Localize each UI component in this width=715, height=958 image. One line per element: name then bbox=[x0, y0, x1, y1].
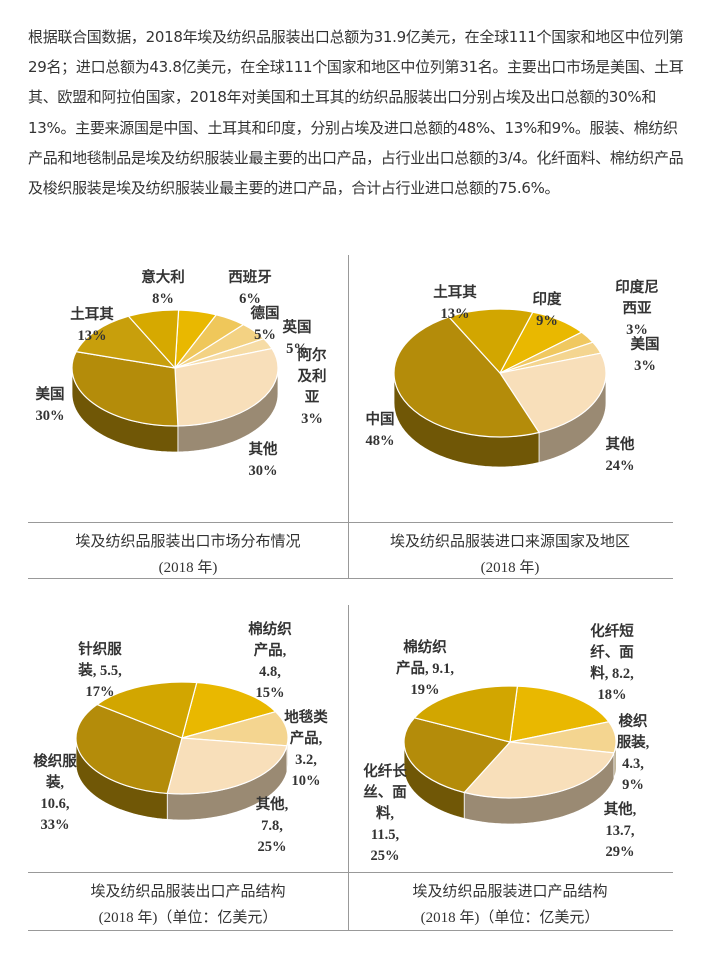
chart-title: 埃及纺织品服装出口产品结构 bbox=[90, 882, 286, 900]
slice-label: 中国 48% bbox=[365, 412, 395, 449]
chart-title: 埃及纺织品服装进口产品结构 bbox=[412, 882, 608, 900]
slice-label: 意大利 8% bbox=[141, 270, 185, 307]
slice-label: 针织服 装, 5.5, 17% bbox=[78, 642, 122, 700]
pie-slice-其他 bbox=[166, 737, 288, 795]
slice-label: 棉纺织 产品, 9.1, 19% bbox=[396, 640, 454, 698]
slice-label: 美国 3% bbox=[630, 337, 660, 374]
slice-label: 其他 30% bbox=[248, 442, 278, 479]
pie-slice-化纤长丝、面料 bbox=[403, 717, 512, 794]
chart-subtitle: (2018 年) bbox=[158, 560, 218, 576]
table-divider bbox=[348, 605, 349, 930]
slice-label: 美国 30% bbox=[35, 387, 65, 424]
slice-label: 英国 5% bbox=[282, 320, 312, 357]
chart-title: 埃及纺织品服装出口市场分布情况 bbox=[75, 532, 301, 550]
slice-label: 阿尔 及利 亚 3% bbox=[297, 348, 327, 427]
slice-label: 地毯类 产品, 3.2, 10% bbox=[284, 710, 328, 789]
slice-label: 其他, 13.7, 29% bbox=[603, 802, 637, 860]
slice-label: 化纤长 丝、面 料, 11.5, 25% bbox=[363, 764, 407, 864]
table-divider bbox=[348, 255, 349, 578]
chart-subtitle: (2018 年) bbox=[480, 560, 540, 576]
chart-subtitle: (2018 年)（单位：亿美元） bbox=[98, 910, 278, 926]
chart-title: 埃及纺织品服装进口来源国家及地区 bbox=[389, 532, 630, 550]
slice-label: 德国 5% bbox=[250, 306, 280, 343]
slice-label: 化纤短 纤、面 料, 8.2, 18% bbox=[590, 624, 634, 703]
body-paragraph: 根据联合国数据，2018年埃及纺织品服装出口总额为31.9亿美元，在全球111个… bbox=[28, 28, 684, 198]
pie-slice-棉纺织产品 bbox=[413, 685, 519, 743]
slice-label: 土耳其 13% bbox=[70, 307, 114, 344]
slice-label: 其他, 7.8, 25% bbox=[255, 797, 289, 855]
table-rule bbox=[28, 930, 673, 931]
pie-slice-土耳其 bbox=[447, 308, 534, 375]
table-rule bbox=[28, 578, 673, 579]
pie-slice-棉纺织产品 bbox=[181, 681, 277, 739]
table-rule bbox=[28, 522, 673, 523]
pie-slice-美国 bbox=[71, 350, 179, 427]
slice-label: 印度尼 西亚 3% bbox=[615, 280, 659, 338]
slice-label: 西班牙 6% bbox=[228, 270, 272, 307]
pie-slice-其他 bbox=[463, 741, 615, 799]
slice-label: 土耳其 13% bbox=[433, 285, 477, 322]
pie-slice-针织服装 bbox=[95, 681, 198, 739]
slice-label: 其他 24% bbox=[605, 437, 635, 474]
pie-slice-化纤短纤、面料 bbox=[509, 685, 610, 743]
slice-label: 梭织 服装, 4.3, 9% bbox=[616, 714, 650, 793]
slice-label: 棉纺织 产品, 4.8, 15% bbox=[248, 622, 292, 701]
chart-subtitle: (2018 年)（单位：亿美元） bbox=[420, 910, 600, 926]
pie-slice-梭织服装 bbox=[75, 703, 183, 795]
slice-label: 梭织服 装, 10.6, 33% bbox=[33, 754, 77, 833]
pie-slice-意大利 bbox=[127, 309, 180, 370]
slice-label: 印度 9% bbox=[532, 292, 562, 329]
pie-slice-中国 bbox=[393, 316, 540, 438]
pie-slice-土耳其 bbox=[75, 315, 177, 369]
table-rule bbox=[28, 872, 673, 873]
pie-slice-其他 bbox=[174, 347, 279, 427]
